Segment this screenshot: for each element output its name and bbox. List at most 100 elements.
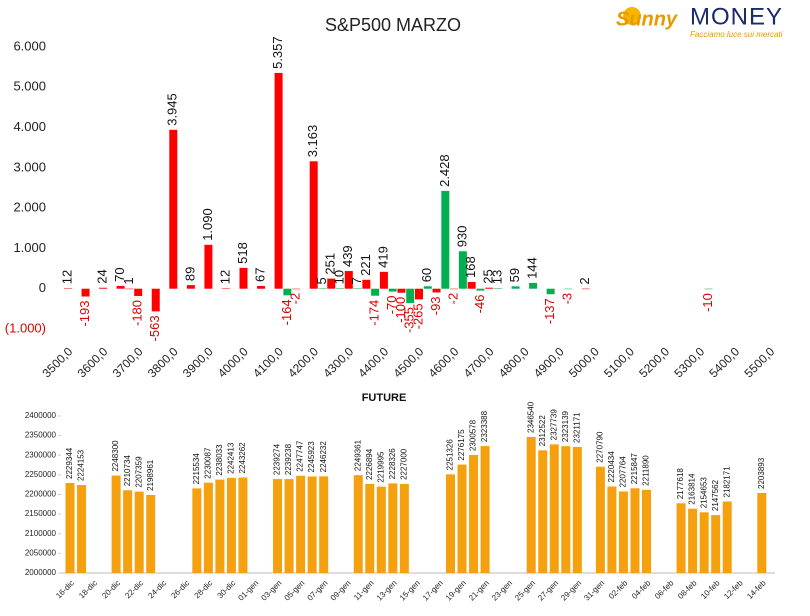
data-label: 2346540 xyxy=(526,401,535,433)
data-label: 2215534 xyxy=(192,453,201,485)
x-tick-label: 5200,0 xyxy=(636,344,672,380)
logo-sun xyxy=(623,7,641,25)
y-tick-label: 2200000 xyxy=(25,490,57,499)
x-tick-label: 4400,0 xyxy=(355,344,391,380)
y-tick-label: 2100000 xyxy=(25,529,57,538)
x-tick-label: 23-gen xyxy=(490,579,514,603)
y-tick-label: 2050000 xyxy=(25,548,57,557)
data-label: 439 xyxy=(340,245,355,267)
x-tick-label: 5100,0 xyxy=(601,344,637,380)
bar xyxy=(81,288,90,297)
y-tick-label: 0 xyxy=(39,280,46,295)
data-label: 2226894 xyxy=(365,448,374,480)
bar xyxy=(630,488,640,573)
x-tick-label: 4000,0 xyxy=(215,344,251,380)
bar xyxy=(215,479,225,573)
x-tick-label: 5300,0 xyxy=(671,344,707,380)
x-tick-label: 3700,0 xyxy=(110,344,146,380)
x-tick-label: 5000,0 xyxy=(566,344,602,380)
bar xyxy=(595,466,605,573)
data-label: 2300578 xyxy=(469,419,478,451)
bar xyxy=(353,288,362,289)
bar xyxy=(64,288,72,289)
x-tick-label: 3500,0 xyxy=(40,344,76,380)
bar xyxy=(336,288,345,289)
bar xyxy=(388,483,398,573)
x-tick-label: 08-feb xyxy=(676,578,699,601)
bar xyxy=(450,288,459,290)
x-tick-label: 19-gen xyxy=(444,579,468,603)
x-tick-label: 3600,0 xyxy=(75,344,111,380)
data-label: 24 xyxy=(95,269,110,283)
y-tick-label: 1.000 xyxy=(13,240,46,255)
bar xyxy=(469,455,479,573)
bar xyxy=(353,475,363,573)
data-label: 2211890 xyxy=(642,455,651,486)
data-label: 2147562 xyxy=(711,479,720,511)
data-label: 12 xyxy=(217,270,232,284)
bar xyxy=(688,508,698,573)
data-label: 2251326 xyxy=(446,439,455,471)
x-tick-label: 4200,0 xyxy=(285,344,321,380)
data-label: 2246232 xyxy=(319,441,328,473)
y-tick-label: 2000000 xyxy=(25,568,57,577)
bar xyxy=(704,288,713,290)
data-label: 2215847 xyxy=(630,453,639,485)
bar xyxy=(123,490,133,573)
bar xyxy=(273,479,283,573)
x-tick-label: 4500,0 xyxy=(391,344,427,380)
bar xyxy=(204,244,213,289)
bar xyxy=(318,288,327,290)
bar xyxy=(319,476,329,573)
bar xyxy=(296,475,306,573)
bar xyxy=(441,190,450,289)
bar xyxy=(309,161,318,289)
x-tick-label: 26-dic xyxy=(169,579,191,601)
data-label: 5 xyxy=(314,277,329,284)
bar xyxy=(239,267,248,289)
bar xyxy=(642,489,651,573)
data-label: -2 xyxy=(288,293,303,305)
bar xyxy=(169,129,178,289)
x-tick-label: 22-dic xyxy=(123,579,145,601)
data-label: -174 xyxy=(367,300,382,326)
bar xyxy=(423,286,432,289)
data-label: 251 xyxy=(323,253,338,275)
bar xyxy=(99,287,108,289)
bar xyxy=(365,483,375,573)
x-tick-label: 21-gen xyxy=(467,579,491,603)
data-label: 3.945 xyxy=(165,93,180,126)
data-label: 419 xyxy=(375,246,390,268)
x-tick-label: 3900,0 xyxy=(180,344,216,380)
data-label: -164 xyxy=(279,299,294,325)
data-label: 2270790 xyxy=(595,431,604,463)
bar xyxy=(116,285,125,289)
y-tick-label: 4.000 xyxy=(13,119,46,134)
data-label: 221 xyxy=(358,254,373,276)
data-label: -46 xyxy=(472,295,487,314)
data-label: 1.090 xyxy=(200,208,215,241)
chart-title: FUTURE xyxy=(362,392,407,404)
x-tick-label: 02-feb xyxy=(607,578,630,601)
x-tick-label: 28-dic xyxy=(192,579,214,601)
x-tick-label: 4900,0 xyxy=(531,344,567,380)
data-label: -93 xyxy=(428,296,443,315)
data-label: 2243262 xyxy=(238,442,247,474)
bar xyxy=(485,287,494,289)
data-label: 13 xyxy=(489,270,504,284)
x-tick-label: 17-gen xyxy=(421,579,445,603)
data-label: 60 xyxy=(419,268,434,282)
x-tick-label: 07-gen xyxy=(306,579,330,603)
data-label: 2247747 xyxy=(296,440,305,472)
data-label: 2312522 xyxy=(538,415,547,447)
x-tick-label: 20-dic xyxy=(100,579,122,601)
bar xyxy=(493,288,502,289)
y-tick-label: 3.000 xyxy=(13,159,46,174)
y-tick-label: (1.000) xyxy=(5,320,46,335)
bar xyxy=(388,288,397,292)
data-label: 10 xyxy=(331,270,346,284)
x-tick-label: 05-gen xyxy=(283,579,307,603)
data-label: -100 xyxy=(393,297,408,323)
data-label: -70 xyxy=(384,296,399,315)
data-label: -3 xyxy=(560,293,575,305)
